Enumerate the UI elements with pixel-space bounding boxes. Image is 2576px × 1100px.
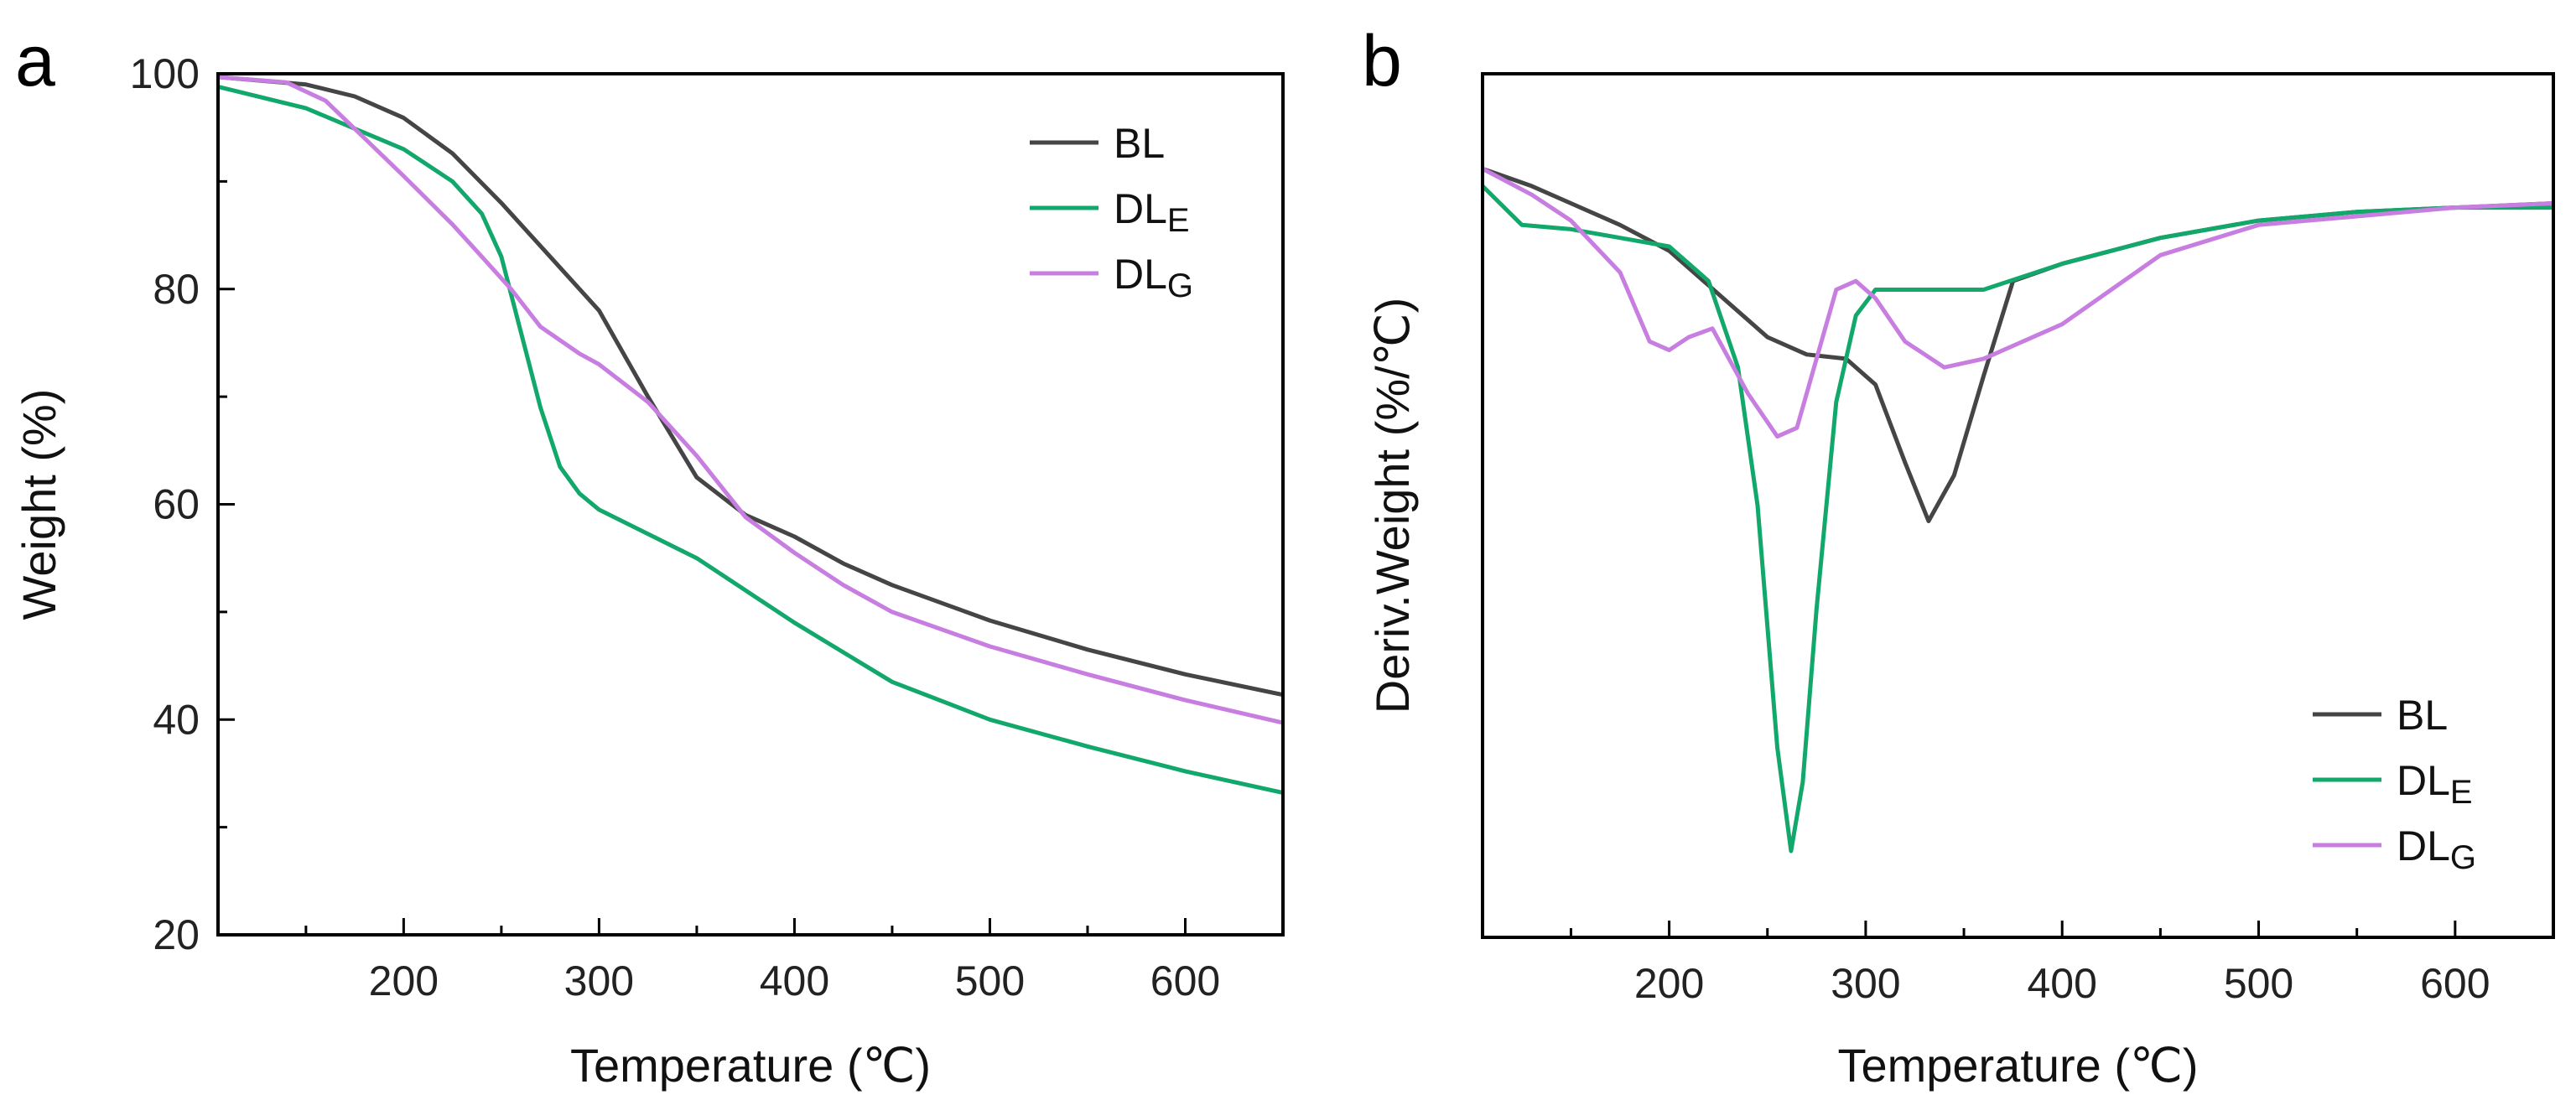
y-axis-title-b: Deriv.Weight (%/℃) [1366,298,1419,713]
x-tick-label-a: 400 [760,957,829,1004]
y-tick-label-a: 40 [153,696,200,743]
series-line-a-bl [218,75,1283,698]
x-tick-label-b: 500 [2224,960,2293,1007]
x-tick-label-a: 300 [564,957,634,1004]
chart-b: 200 300 400 500 600 Temperature (℃) Deriv.Weig… [1366,72,2555,1092]
legend-label-bl: BL [1114,120,1165,167]
legend-b: BL DLE DLG [2313,692,2476,876]
x-axis-title-b: Temperature (℃) [1837,1039,2198,1092]
y-axis-title-a: Weight (%) [13,389,65,620]
series-line-b-dlg [1483,166,2553,439]
legend-a: BL DLE DLG [1030,120,1193,304]
y-tick-label-a: 100 [130,50,200,97]
x-axis-title-a: Temperature (℃) [570,1039,931,1092]
x-tick-label-b: 400 [2028,960,2097,1007]
x-tick-label-b: 600 [2420,960,2490,1007]
chart-a: 200 300 400 500 600 20 40 60 80 100 Temperature (℃… [13,50,1285,1092]
legend-label-dlg: DLG [2397,822,2476,876]
series-line-a-dle [218,84,1283,795]
series-line-b-dle [1483,184,2553,854]
y-tick-label-a: 80 [153,266,200,313]
panel-b-letter: b [1362,21,1402,101]
x-tick-label-b: 200 [1634,960,1704,1007]
x-tick-label-a: 600 [1150,957,1220,1004]
x-tick-label-b: 300 [1831,960,1900,1007]
y-tick-label-a: 20 [153,911,200,958]
plot-frame-b [1481,72,2555,939]
y-tick-label-a: 60 [153,481,200,528]
legend-label-dlg: DLG [1114,251,1193,304]
series-line-a-dlg [218,75,1283,725]
panel-a-letter: a [15,21,55,101]
x-tick-label-a: 500 [955,957,1025,1004]
legend-label-dle: DLE [2397,757,2473,811]
legend-label-dle: DLE [1114,185,1190,239]
x-tick-label-a: 200 [369,957,439,1004]
legend-label-bl: BL [2397,692,2448,739]
